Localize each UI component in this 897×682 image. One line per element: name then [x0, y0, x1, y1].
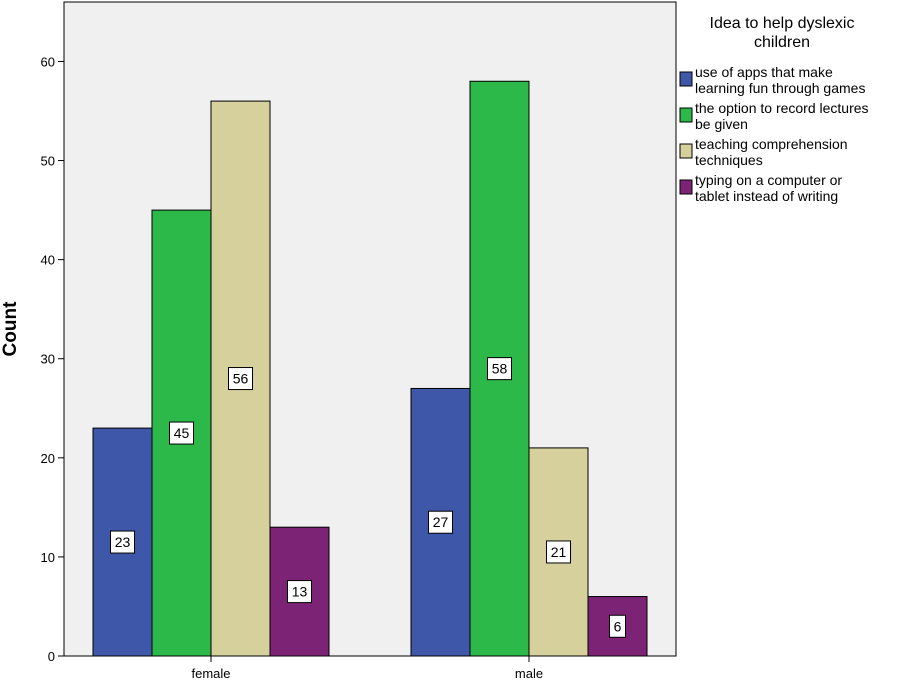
y-tick-label: 20	[41, 451, 55, 466]
data-label: 27	[433, 514, 449, 530]
y-tick-label: 0	[48, 649, 55, 664]
data-label: 21	[551, 544, 567, 560]
legend-swatch-2	[679, 107, 693, 123]
data-label-box	[428, 510, 453, 534]
data-label: 6	[614, 618, 622, 634]
data-label: 13	[292, 584, 308, 600]
legend-swatch-4	[679, 179, 693, 195]
y-tick-label: 60	[41, 54, 55, 69]
x-axis: female male	[191, 656, 543, 681]
legend-label-1: learning fun through games	[695, 80, 865, 96]
y-tick-label: 50	[41, 154, 55, 169]
legend-swatch-3	[679, 143, 693, 159]
data-label: 58	[492, 361, 508, 377]
legend-label-2: the option to record lectures	[695, 100, 869, 116]
data-label-box	[169, 421, 194, 445]
legend-label-4: tablet instead of writing	[695, 188, 838, 204]
legend-label-3: techniques	[695, 152, 763, 168]
y-tick-label: 30	[41, 352, 55, 367]
legend-title: Idea to help dyslexic	[710, 15, 855, 32]
legend-label-4: typing on a computer or	[695, 172, 842, 188]
legend-label-1: use of apps that make	[695, 64, 833, 80]
legend-title: children	[754, 34, 810, 51]
data-label: 45	[174, 425, 190, 441]
y-axis-label: Count	[0, 301, 21, 357]
data-label-box	[287, 580, 312, 604]
y-tick-label: 10	[41, 550, 55, 565]
legend: Idea to help dyslexic children use of apps…	[679, 15, 869, 204]
legend-swatch-1	[679, 71, 693, 87]
data-label-box	[546, 540, 571, 564]
data-label: 56	[233, 371, 249, 387]
legend-label-2: be given	[695, 116, 748, 132]
y-axis: 0 10 20 30 40 50 60	[41, 54, 64, 664]
bars-group: 23 45 56 13 27 58 21 6	[92, 80, 648, 657]
x-tick-label-female: female	[191, 666, 230, 681]
data-label-box	[110, 530, 135, 554]
data-label-box	[487, 357, 512, 381]
data-label-box	[609, 614, 626, 638]
legend-label-3: teaching comprehension	[695, 136, 848, 152]
data-label: 23	[115, 534, 131, 550]
data-label-box	[228, 367, 253, 391]
x-tick-label-male: male	[515, 666, 543, 681]
y-tick-label: 40	[41, 253, 55, 268]
